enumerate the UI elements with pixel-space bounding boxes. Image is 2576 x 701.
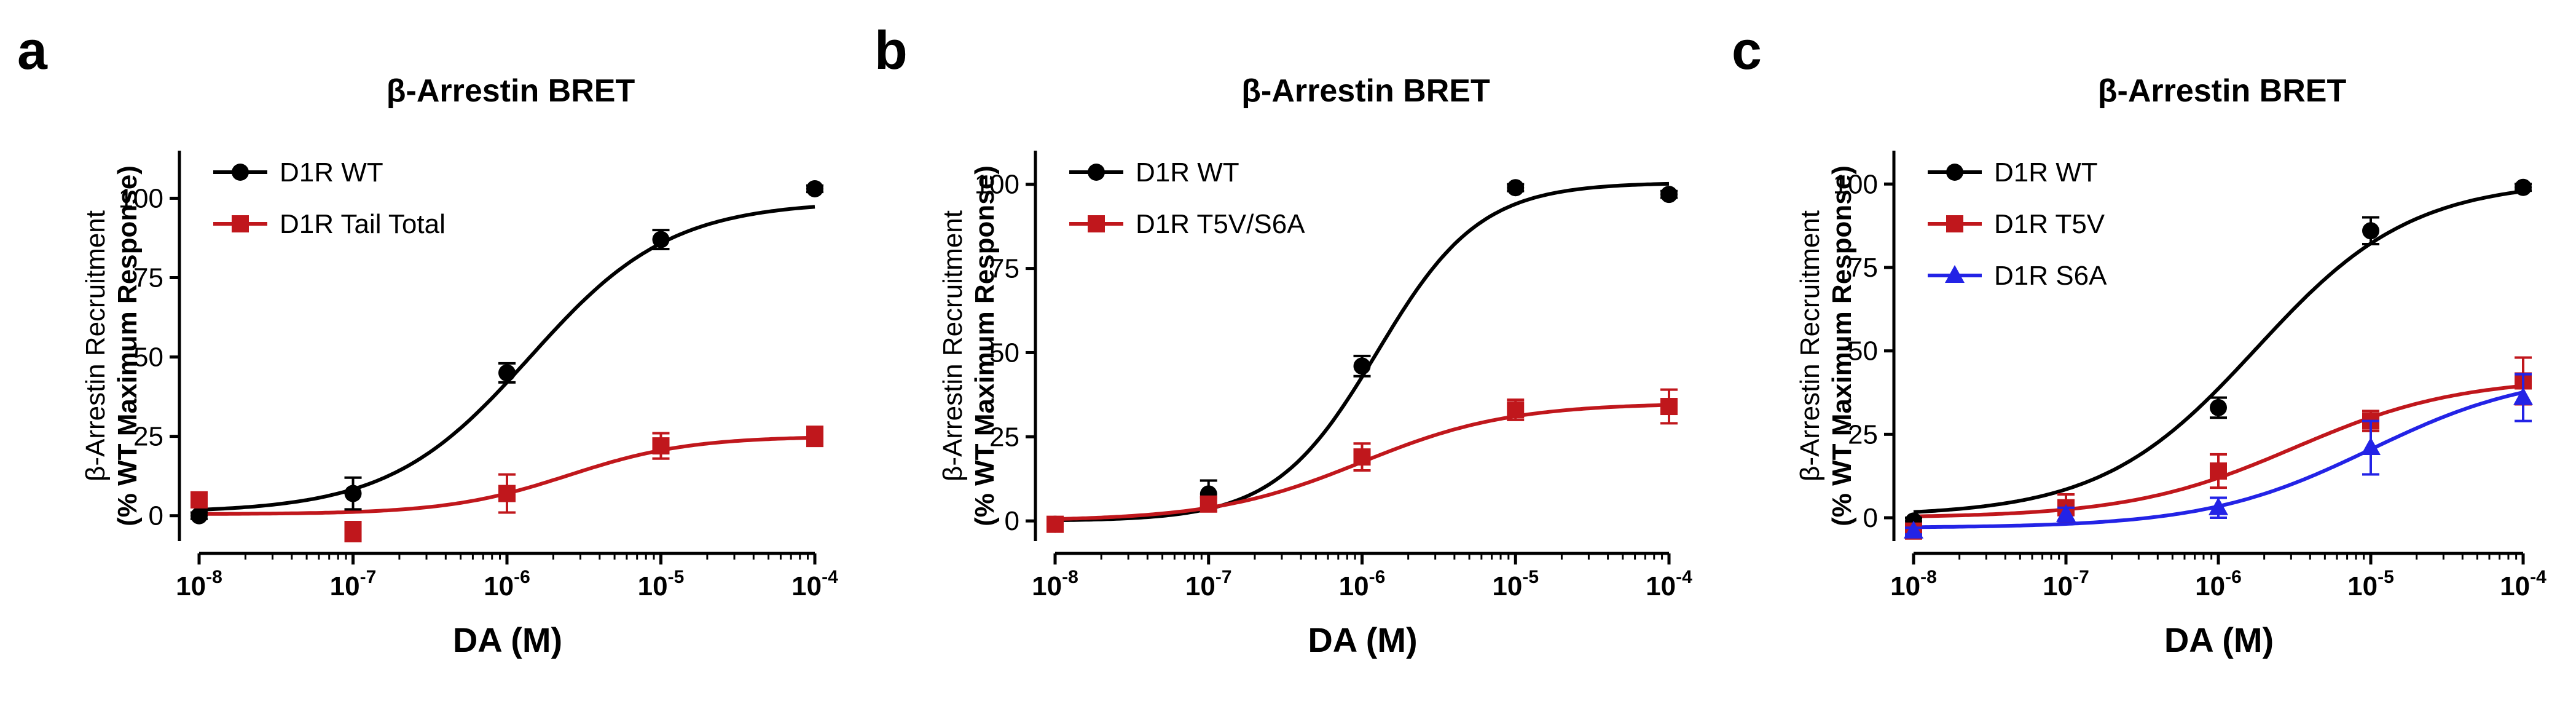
data-point <box>1353 357 1371 375</box>
data-point <box>1507 179 1525 197</box>
y-tick-label: 100 <box>975 170 1019 200</box>
x-tick-label: 10-7 <box>330 567 377 601</box>
panel-b: b β-Arrestin BRET 0 25 50 75 100 10-8 10-7 10-6 10… <box>874 20 1692 659</box>
panel-letter: c <box>1732 20 1762 81</box>
y-tick-label: 100 <box>1833 169 1878 199</box>
data-point <box>652 437 670 455</box>
y-axis-label-line1: β-Arrestin Recruitment <box>1795 210 1825 481</box>
y-tick-label: 0 <box>1863 503 1878 533</box>
x-tick-label: 10-6 <box>1339 567 1386 601</box>
x-tick-label: 10-5 <box>1492 567 1539 601</box>
legend-label: D1R T5V/S6A <box>1136 209 1305 239</box>
data-point <box>806 180 823 197</box>
y-tick-label: 50 <box>1848 336 1878 366</box>
x-tick-label: 10-6 <box>484 567 530 601</box>
data-point <box>2362 222 2379 240</box>
fit-curve <box>1913 189 2524 514</box>
legend-label: D1R WT <box>1994 157 2098 188</box>
data-point <box>1088 215 1105 232</box>
chart-title: β-Arrestin BRET <box>1241 73 1490 109</box>
panel-a: a β-Arrestin BRET 0 25 50 75 100 10-8 10-7 10-6 10… <box>17 20 838 659</box>
chart-title: β-Arrestin BRET <box>387 73 635 109</box>
y-axis-label-line2: (% WT Maximum Response) <box>970 165 1000 526</box>
panel-letter: b <box>874 20 908 81</box>
data-point <box>190 507 208 525</box>
y-tick-label: 50 <box>989 338 1019 368</box>
data-point <box>498 485 516 502</box>
data-point <box>1507 401 1525 419</box>
data-point <box>344 523 362 541</box>
panel-c: c β-Arrestin BRET 0 25 50 75 100 10-8 10-7 10-6 10… <box>1732 20 2547 659</box>
data-point <box>1353 448 1371 466</box>
data-point <box>1946 164 1963 181</box>
data-point <box>344 485 362 502</box>
x-tick-label: 10-5 <box>2347 567 2394 601</box>
y-axis-label-line2: (% WT Maximum Response) <box>1827 165 1857 526</box>
data-point <box>2209 497 2228 515</box>
x-tick-label: 10-6 <box>2195 567 2242 601</box>
data-point <box>1945 265 1965 283</box>
x-tick-label: 10-5 <box>638 567 685 601</box>
y-tick-label: 25 <box>1848 419 1878 450</box>
x-tick-label: 10-8 <box>1032 567 1078 601</box>
data-point <box>1904 520 1923 539</box>
x-tick-label: 10-8 <box>1890 567 1937 601</box>
data-point <box>2210 462 2227 480</box>
x-axis-label: DA (M) <box>453 620 562 659</box>
legend-label: D1R Tail Total <box>280 209 446 239</box>
data-point <box>2210 398 2227 416</box>
x-tick-label: 10-4 <box>2500 567 2547 601</box>
data-point <box>1200 495 1217 513</box>
data-point <box>232 164 249 181</box>
y-tick-label: 50 <box>133 343 163 373</box>
x-tick-label: 10-8 <box>176 567 222 601</box>
panel-letter: a <box>17 20 48 81</box>
x-axis-label: DA (M) <box>2164 620 2274 659</box>
data-point <box>1088 164 1105 181</box>
x-tick-label: 10-7 <box>2043 567 2089 601</box>
y-axis-label-line1: β-Arrestin Recruitment <box>80 210 111 481</box>
x-tick-label: 10-4 <box>791 567 838 601</box>
legend-label: D1R WT <box>1136 157 1239 188</box>
data-point <box>232 215 249 232</box>
data-point <box>2513 387 2533 405</box>
x-axis-label: DA (M) <box>1308 620 1417 659</box>
x-tick-label: 10-4 <box>1646 567 1692 601</box>
data-point <box>2361 437 2381 456</box>
legend-label: D1R T5V <box>1994 209 2105 239</box>
y-tick-label: 75 <box>133 263 163 293</box>
y-tick-label: 75 <box>989 254 1019 284</box>
legend-label: D1R S6A <box>1994 261 2107 291</box>
y-tick-label: 0 <box>1005 506 1019 536</box>
chart-title: β-Arrestin BRET <box>2098 73 2347 109</box>
data-point <box>1946 215 1963 232</box>
y-tick-label: 0 <box>149 501 163 531</box>
data-point <box>2515 178 2532 196</box>
y-tick-label: 25 <box>133 422 163 452</box>
y-tick-label: 25 <box>989 422 1019 452</box>
x-tick-label: 10-7 <box>1185 567 1232 601</box>
y-tick-label: 100 <box>119 183 163 213</box>
data-point <box>1660 398 1678 416</box>
data-point <box>2056 504 2076 522</box>
data-point <box>806 427 823 445</box>
y-axis-label-line1: β-Arrestin Recruitment <box>938 210 968 481</box>
data-point <box>652 231 670 248</box>
data-point <box>190 491 208 509</box>
data-point <box>1660 186 1678 204</box>
data-point <box>498 364 516 382</box>
y-axis-label-line2: (% WT Maximum Response) <box>112 165 143 526</box>
y-tick-label: 75 <box>1848 253 1878 283</box>
data-point <box>1046 515 1064 533</box>
legend-label: D1R WT <box>280 157 383 188</box>
